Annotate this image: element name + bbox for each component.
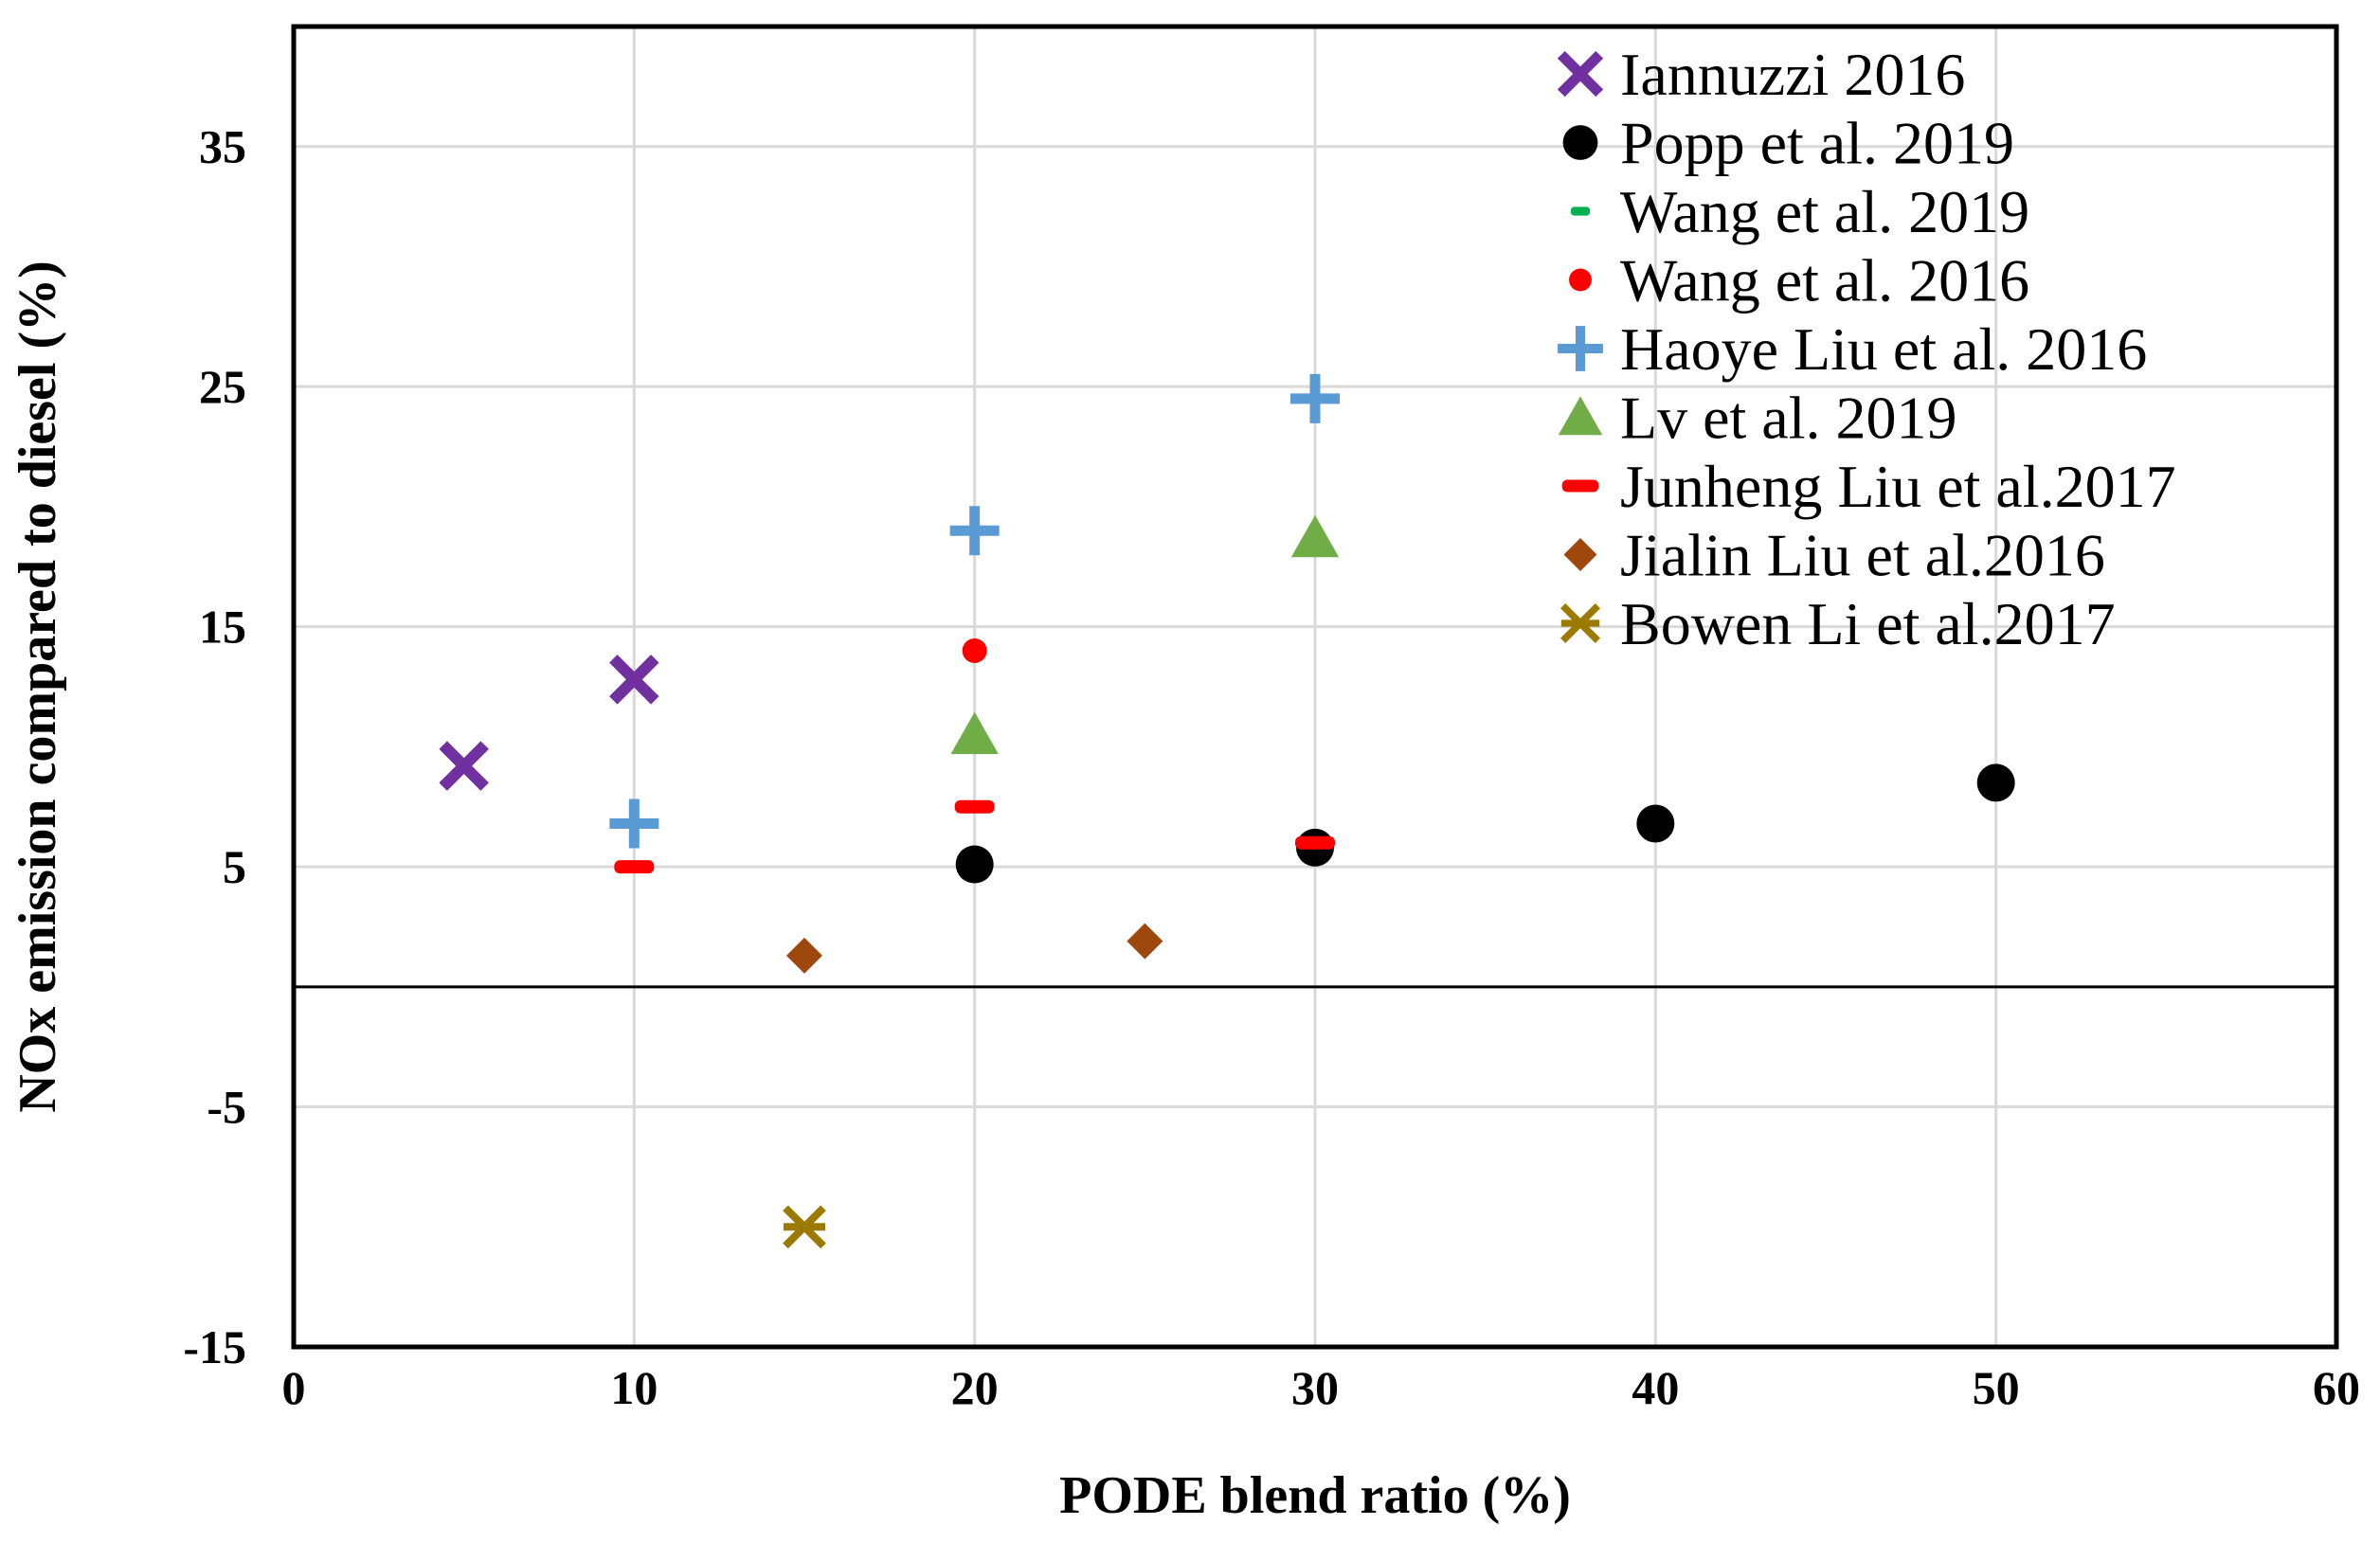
y-tick-label: 15 <box>199 601 246 654</box>
point-haoye-liu-et-al-2016 <box>609 798 659 849</box>
point-haoye-liu-et-al-2016 <box>949 506 1000 556</box>
legend-marker-lv-et-al-2019 <box>1558 396 1603 436</box>
x-tick-label: 0 <box>282 1361 306 1414</box>
point-jialin-liu-et-al-2016 <box>786 937 822 974</box>
grid-lines <box>294 27 2336 1347</box>
legend-label: Wang et al. 2019 <box>1620 178 2029 245</box>
legend-label: Lv et al. 2019 <box>1620 385 1956 452</box>
legend-marker-popp-et-al-2019 <box>1562 125 1598 160</box>
x-tick-label: 10 <box>610 1361 658 1414</box>
point-popp-et-al-2019 <box>955 845 994 884</box>
x-tick-label: 60 <box>2313 1361 2360 1414</box>
legend-marker-junheng-liu-et-al-2017 <box>1561 479 1599 493</box>
x-tick-label: 20 <box>951 1361 999 1414</box>
point-lv-et-al-2019 <box>950 711 999 755</box>
y-tick-label: -15 <box>183 1320 246 1373</box>
legend-item-bowen-li-et-al-2017: Bowen Li et al.2017 <box>1560 590 2116 657</box>
point-wang-et-al-2016 <box>962 637 987 663</box>
x-tick-labels: 0 10 20 30 40 50 60 <box>282 1361 2361 1414</box>
point-bowen-li-et-al-2017 <box>783 1205 826 1249</box>
legend-label: Wang et al. 2016 <box>1620 247 2029 314</box>
point-jialin-liu-et-al-2016 <box>1127 923 1163 960</box>
y-tick-label: 25 <box>199 360 246 413</box>
y-tick-label: -5 <box>207 1081 246 1134</box>
point-lv-et-al-2019 <box>1290 514 1340 558</box>
y-tick-label: 5 <box>223 840 246 893</box>
y-tick-labels: -15 -5 5 15 25 35 <box>183 120 246 1373</box>
y-axis-title: NOx emission compared to diesel (%) <box>9 260 67 1113</box>
y-tick-label: 35 <box>199 120 246 173</box>
plot-frame <box>291 24 2339 1350</box>
legend-item-junheng-liu-et-al-2017: Junheng Liu et al.2017 <box>1561 453 2176 520</box>
legend-marker-jialin-liu-et-al-2016 <box>1563 538 1597 571</box>
x-axis-title: PODE blend ratio (%) <box>1059 1466 1571 1525</box>
legend-label: Bowen Li et al.2017 <box>1620 590 2116 657</box>
point-popp-et-al-2019 <box>1976 763 2015 802</box>
legend-marker-iannuzzi-2016 <box>1557 50 1604 98</box>
legend-item-haoye-liu-et-al-2016: Haoye Liu et al. 2016 <box>1558 315 2147 383</box>
legend-item-popp-et-al-2019: Popp et al. 2019 <box>1562 110 2014 177</box>
point-popp-et-al-2019 <box>1636 804 1675 843</box>
legend-item-lv-et-al-2019: Lv et al. 2019 <box>1558 385 1956 452</box>
legend-marker-wang-et-al-2019 <box>1570 206 1591 216</box>
legend-marker-haoye-liu-et-al-2016 <box>1558 326 1603 371</box>
x-tick-label: 30 <box>1291 1361 1339 1414</box>
legend-marker-bowen-li-et-al-2017 <box>1560 602 1601 644</box>
point-junheng-liu-et-al-2017 <box>614 860 655 874</box>
legend-item-wang-et-al-2016: Wang et al. 2016 <box>1569 247 2029 314</box>
legend-label: Jialin Liu et al.2016 <box>1620 522 2105 589</box>
legend-label: Haoye Liu et al. 2016 <box>1620 315 2147 383</box>
legend-label: Popp et al. 2019 <box>1620 110 2014 177</box>
point-junheng-liu-et-al-2017 <box>1295 835 1335 850</box>
point-iannuzzi-2016 <box>609 655 659 705</box>
legend-label: Junheng Liu et al.2017 <box>1620 453 2176 520</box>
legend-item-iannuzzi-2016: Iannuzzi 2016 <box>1557 41 1965 108</box>
x-tick-label: 50 <box>1973 1361 2020 1414</box>
point-junheng-liu-et-al-2017 <box>954 799 995 814</box>
point-iannuzzi-2016 <box>439 741 489 791</box>
data-points <box>439 373 2015 1249</box>
x-tick-label: 40 <box>1632 1361 1679 1414</box>
legend-marker-wang-et-al-2016 <box>1569 268 1592 292</box>
legend-item-wang-et-al-2019: Wang et al. 2019 <box>1570 178 2029 245</box>
legend-item-jialin-liu-et-al-2016: Jialin Liu et al.2016 <box>1563 522 2105 589</box>
point-haoye-liu-et-al-2016 <box>1290 373 1340 423</box>
legend-label: Iannuzzi 2016 <box>1620 41 1965 108</box>
